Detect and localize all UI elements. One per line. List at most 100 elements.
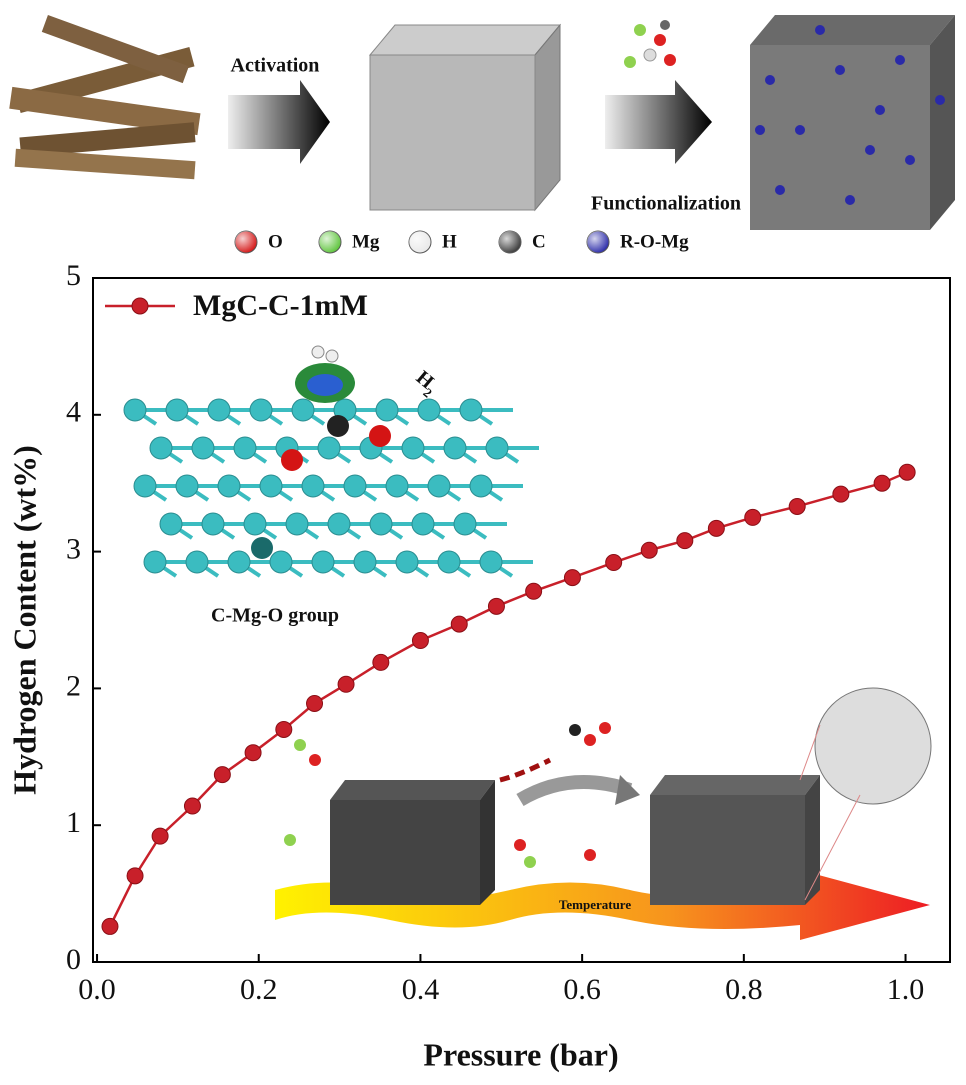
legend-ball-shine: [319, 231, 341, 253]
point: [450, 615, 468, 633]
atom: [369, 425, 391, 447]
atom: [243, 512, 267, 536]
temperature-inset: [275, 687, 932, 940]
point: [101, 917, 119, 935]
atom: [185, 550, 209, 574]
x-tick-label: 0.6: [563, 973, 601, 1006]
y-tick-label: 0: [66, 943, 81, 976]
legend-ball-shine: [235, 231, 257, 253]
arrow: [228, 80, 330, 164]
x-tick-label: 1.0: [887, 973, 925, 1006]
atom: [469, 474, 493, 498]
atom: [301, 474, 325, 498]
y-tick-label: 1: [66, 806, 81, 839]
atom: [353, 550, 377, 574]
atom: [175, 474, 199, 498]
point: [898, 463, 916, 481]
point: [151, 827, 169, 845]
point: [306, 694, 324, 712]
molecule: [624, 20, 676, 68]
atom: [479, 550, 503, 574]
point: [640, 541, 658, 559]
legend-ball-shine: [499, 231, 521, 253]
atom: [327, 512, 351, 536]
atom: [427, 474, 451, 498]
legend-text: C: [532, 231, 546, 252]
atom: [291, 398, 315, 422]
atom: [311, 550, 335, 574]
y-tick-label: 3: [66, 532, 81, 565]
legend-text: Mg: [352, 231, 380, 252]
point: [183, 797, 201, 815]
legend-text: O: [268, 231, 283, 252]
atom: [459, 398, 483, 422]
functionalization-label: Functionalization: [591, 193, 741, 215]
legend-text: R-O-Mg: [620, 231, 689, 252]
atom: [201, 512, 225, 536]
legend-ball-shine: [587, 231, 609, 253]
atom: [227, 550, 251, 574]
x-axis-title: Pressure (bar): [423, 1036, 618, 1072]
atom: [375, 398, 399, 422]
atom: [165, 398, 189, 422]
atom: [207, 398, 231, 422]
atom: [385, 474, 409, 498]
y-tick-label: 5: [66, 259, 81, 292]
y-tick-label: 4: [66, 396, 81, 429]
x-tick-label: 0.8: [725, 973, 763, 1006]
atom: [133, 474, 157, 498]
legend-ball-shine: [409, 231, 431, 253]
atom: [327, 415, 349, 437]
atom: [485, 436, 509, 460]
y-tick-label: 2: [66, 669, 81, 702]
point: [126, 867, 144, 885]
point: [275, 720, 293, 738]
atom: [395, 550, 419, 574]
legend-text: H: [442, 231, 457, 252]
atom: [369, 512, 393, 536]
legend-marker: [131, 297, 149, 315]
point: [337, 675, 355, 693]
activation-label: Activation: [231, 55, 320, 77]
point: [213, 766, 231, 784]
atom: [401, 436, 425, 460]
temperature-label: Temperature: [559, 897, 631, 912]
legend-label: MgC-C-1mM: [193, 289, 368, 322]
porous-cube: [368, 23, 562, 212]
atom: [453, 512, 477, 536]
x-tick-label: 0.2: [240, 973, 278, 1006]
point: [605, 554, 623, 572]
atom: [437, 550, 461, 574]
atom: [443, 436, 467, 460]
atom: [317, 436, 341, 460]
atom: [159, 512, 183, 536]
point: [873, 474, 891, 492]
element-legend: O Mg H C R-O-Mg: [234, 230, 689, 254]
x-tick-label: 0.0: [78, 973, 116, 1006]
atom: [259, 474, 283, 498]
point: [411, 632, 429, 650]
point: [676, 532, 694, 550]
atom: [123, 398, 147, 422]
atom: [191, 436, 215, 460]
atom: [285, 512, 309, 536]
biomass: [9, 14, 201, 180]
atom: [143, 550, 167, 574]
atom: [249, 398, 273, 422]
x-tick-label: 0.4: [402, 973, 440, 1006]
group-label: C-Mg-O group: [211, 605, 339, 627]
atom: [343, 474, 367, 498]
point: [832, 485, 850, 503]
atom: [251, 537, 273, 559]
plot-frame: [92, 277, 951, 963]
point: [744, 508, 762, 526]
point: [525, 582, 543, 600]
point: [372, 653, 390, 671]
atom: [411, 512, 435, 536]
functionalized-cube: [750, 15, 955, 230]
graphene-inset: [123, 345, 539, 578]
point: [244, 744, 262, 762]
atom: [149, 436, 173, 460]
arrow: [605, 80, 712, 164]
